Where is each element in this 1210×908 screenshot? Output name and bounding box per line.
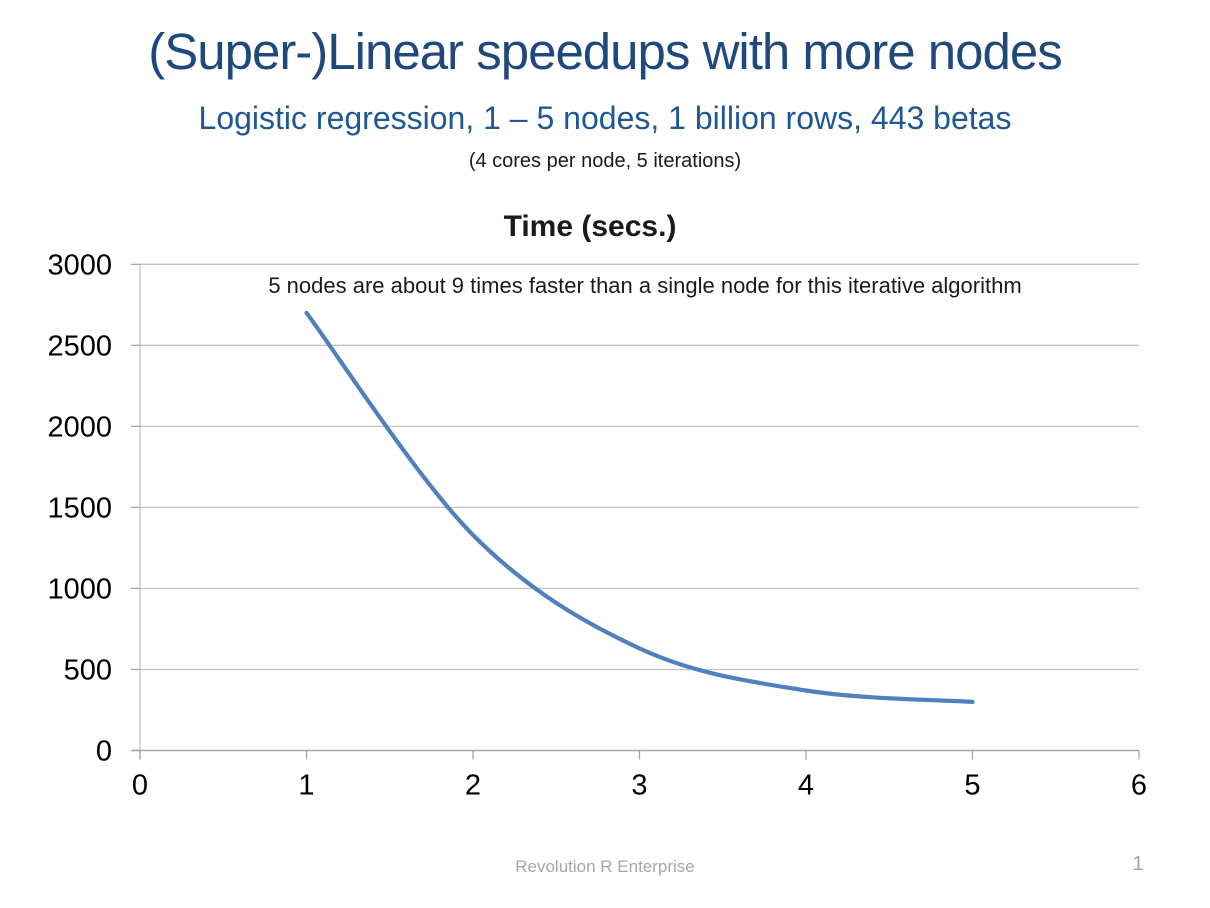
- x-tick-label: 5: [964, 770, 980, 802]
- y-tick-label: 2500: [47, 330, 112, 362]
- x-tick-label: 2: [465, 770, 481, 802]
- y-tick-label: 1000: [47, 573, 112, 605]
- slide-title: (Super-)Linear speedups with more nodes: [148, 23, 1063, 80]
- slide-subsubtitle: (4 cores per node, 5 iterations): [468, 150, 742, 172]
- x-tick-label: 4: [798, 770, 814, 802]
- x-tick-label: 0: [132, 770, 148, 802]
- data-series-line: [304, 310, 975, 704]
- y-tick-label: 0: [96, 736, 112, 768]
- page-number: 1: [1132, 853, 1144, 875]
- chart-title: Time (secs.): [503, 210, 677, 243]
- slide-subtitle: Logistic regression, 1 – 5 nodes, 1 bill…: [198, 100, 1012, 136]
- chart-annotation: 5 nodes are about 9 times faster than a …: [268, 273, 1022, 298]
- footer-text: Revolution R Enterprise: [515, 857, 695, 876]
- y-tick-label: 1500: [47, 492, 112, 524]
- x-tick-label: 1: [298, 770, 314, 802]
- y-tick-label: 500: [64, 654, 112, 686]
- x-tick-label: 3: [631, 770, 647, 802]
- y-tick-label: 3000: [47, 249, 112, 281]
- x-tick-label: 6: [1131, 770, 1147, 802]
- y-tick-label: 2000: [47, 411, 112, 443]
